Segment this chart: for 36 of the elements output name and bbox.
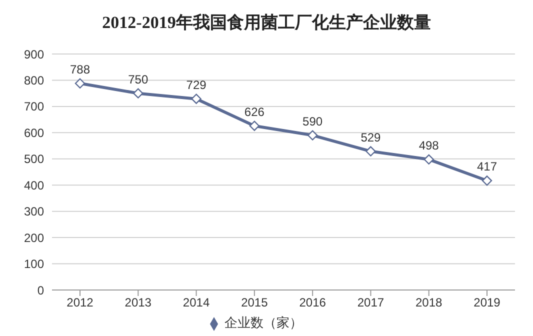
x-tick-label: 2016 — [299, 296, 326, 310]
data-label: 498 — [418, 138, 440, 152]
y-tick-label: 400 — [24, 178, 44, 192]
data-label: 729 — [186, 78, 207, 92]
point — [307, 130, 318, 140]
point — [482, 176, 492, 186]
data-label: 590 — [302, 114, 323, 128]
y-tick-label: 500 — [24, 152, 44, 166]
x-tick-label: 2013 — [124, 296, 152, 310]
data-label: 417 — [476, 160, 498, 174]
x-tick-label: 2019 — [474, 296, 501, 310]
chart-title: 2012-2019年我国食用菌工厂化生产企业数量 — [101, 12, 432, 34]
legend-label: 企业数（家） — [224, 315, 302, 330]
point — [366, 146, 376, 156]
point — [249, 120, 260, 131]
y-tick-label: 600 — [24, 126, 44, 140]
y-tick-label: 100 — [24, 257, 44, 272]
point — [74, 78, 86, 88]
x-tick-label: 2012 — [66, 296, 94, 310]
data-label: 529 — [360, 130, 382, 144]
x-tick-label: 2017 — [357, 296, 384, 310]
y-tick-label: 700 — [24, 100, 44, 114]
data-label: 626 — [244, 104, 265, 119]
x-tick-label: 2015 — [241, 296, 268, 310]
y-tick-label: 0 — [37, 283, 44, 298]
y-tick-label: 900 — [24, 47, 44, 62]
x-tick-label: 2014 — [182, 296, 210, 310]
point — [191, 94, 202, 104]
y-tick-label: 300 — [24, 204, 44, 219]
data-label: 788 — [70, 62, 90, 76]
point — [133, 88, 144, 98]
point — [424, 154, 434, 165]
data-label: 750 — [128, 72, 148, 86]
y-tick-label: 800 — [24, 73, 44, 88]
y-tick-label: 200 — [24, 230, 44, 245]
x-tick-label: 2018 — [416, 296, 443, 310]
